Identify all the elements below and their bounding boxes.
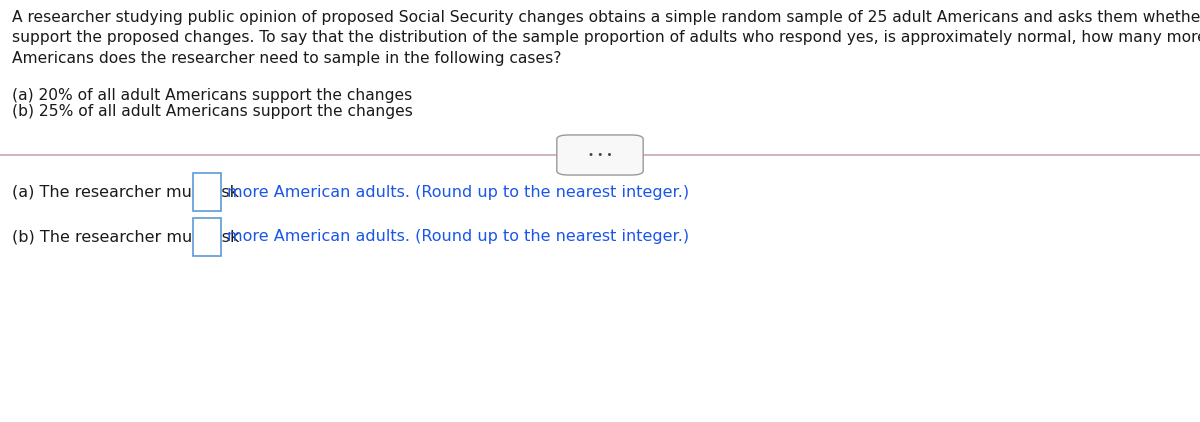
Text: A researcher studying public opinion of proposed Social Security changes obtains: A researcher studying public opinion of … [12,10,1200,66]
Text: (b) The researcher must ask: (b) The researcher must ask [12,230,245,244]
Text: more American adults. (Round up to the nearest integer.): more American adults. (Round up to the n… [228,230,690,244]
Text: • • •: • • • [588,150,612,160]
Text: (a) 20% of all adult Americans support the changes: (a) 20% of all adult Americans support t… [12,88,413,103]
Text: (b) 25% of all adult Americans support the changes: (b) 25% of all adult Americans support t… [12,104,413,119]
Text: (a) The researcher must ask: (a) The researcher must ask [12,184,244,200]
Text: more American adults. (Round up to the nearest integer.): more American adults. (Round up to the n… [228,184,690,200]
